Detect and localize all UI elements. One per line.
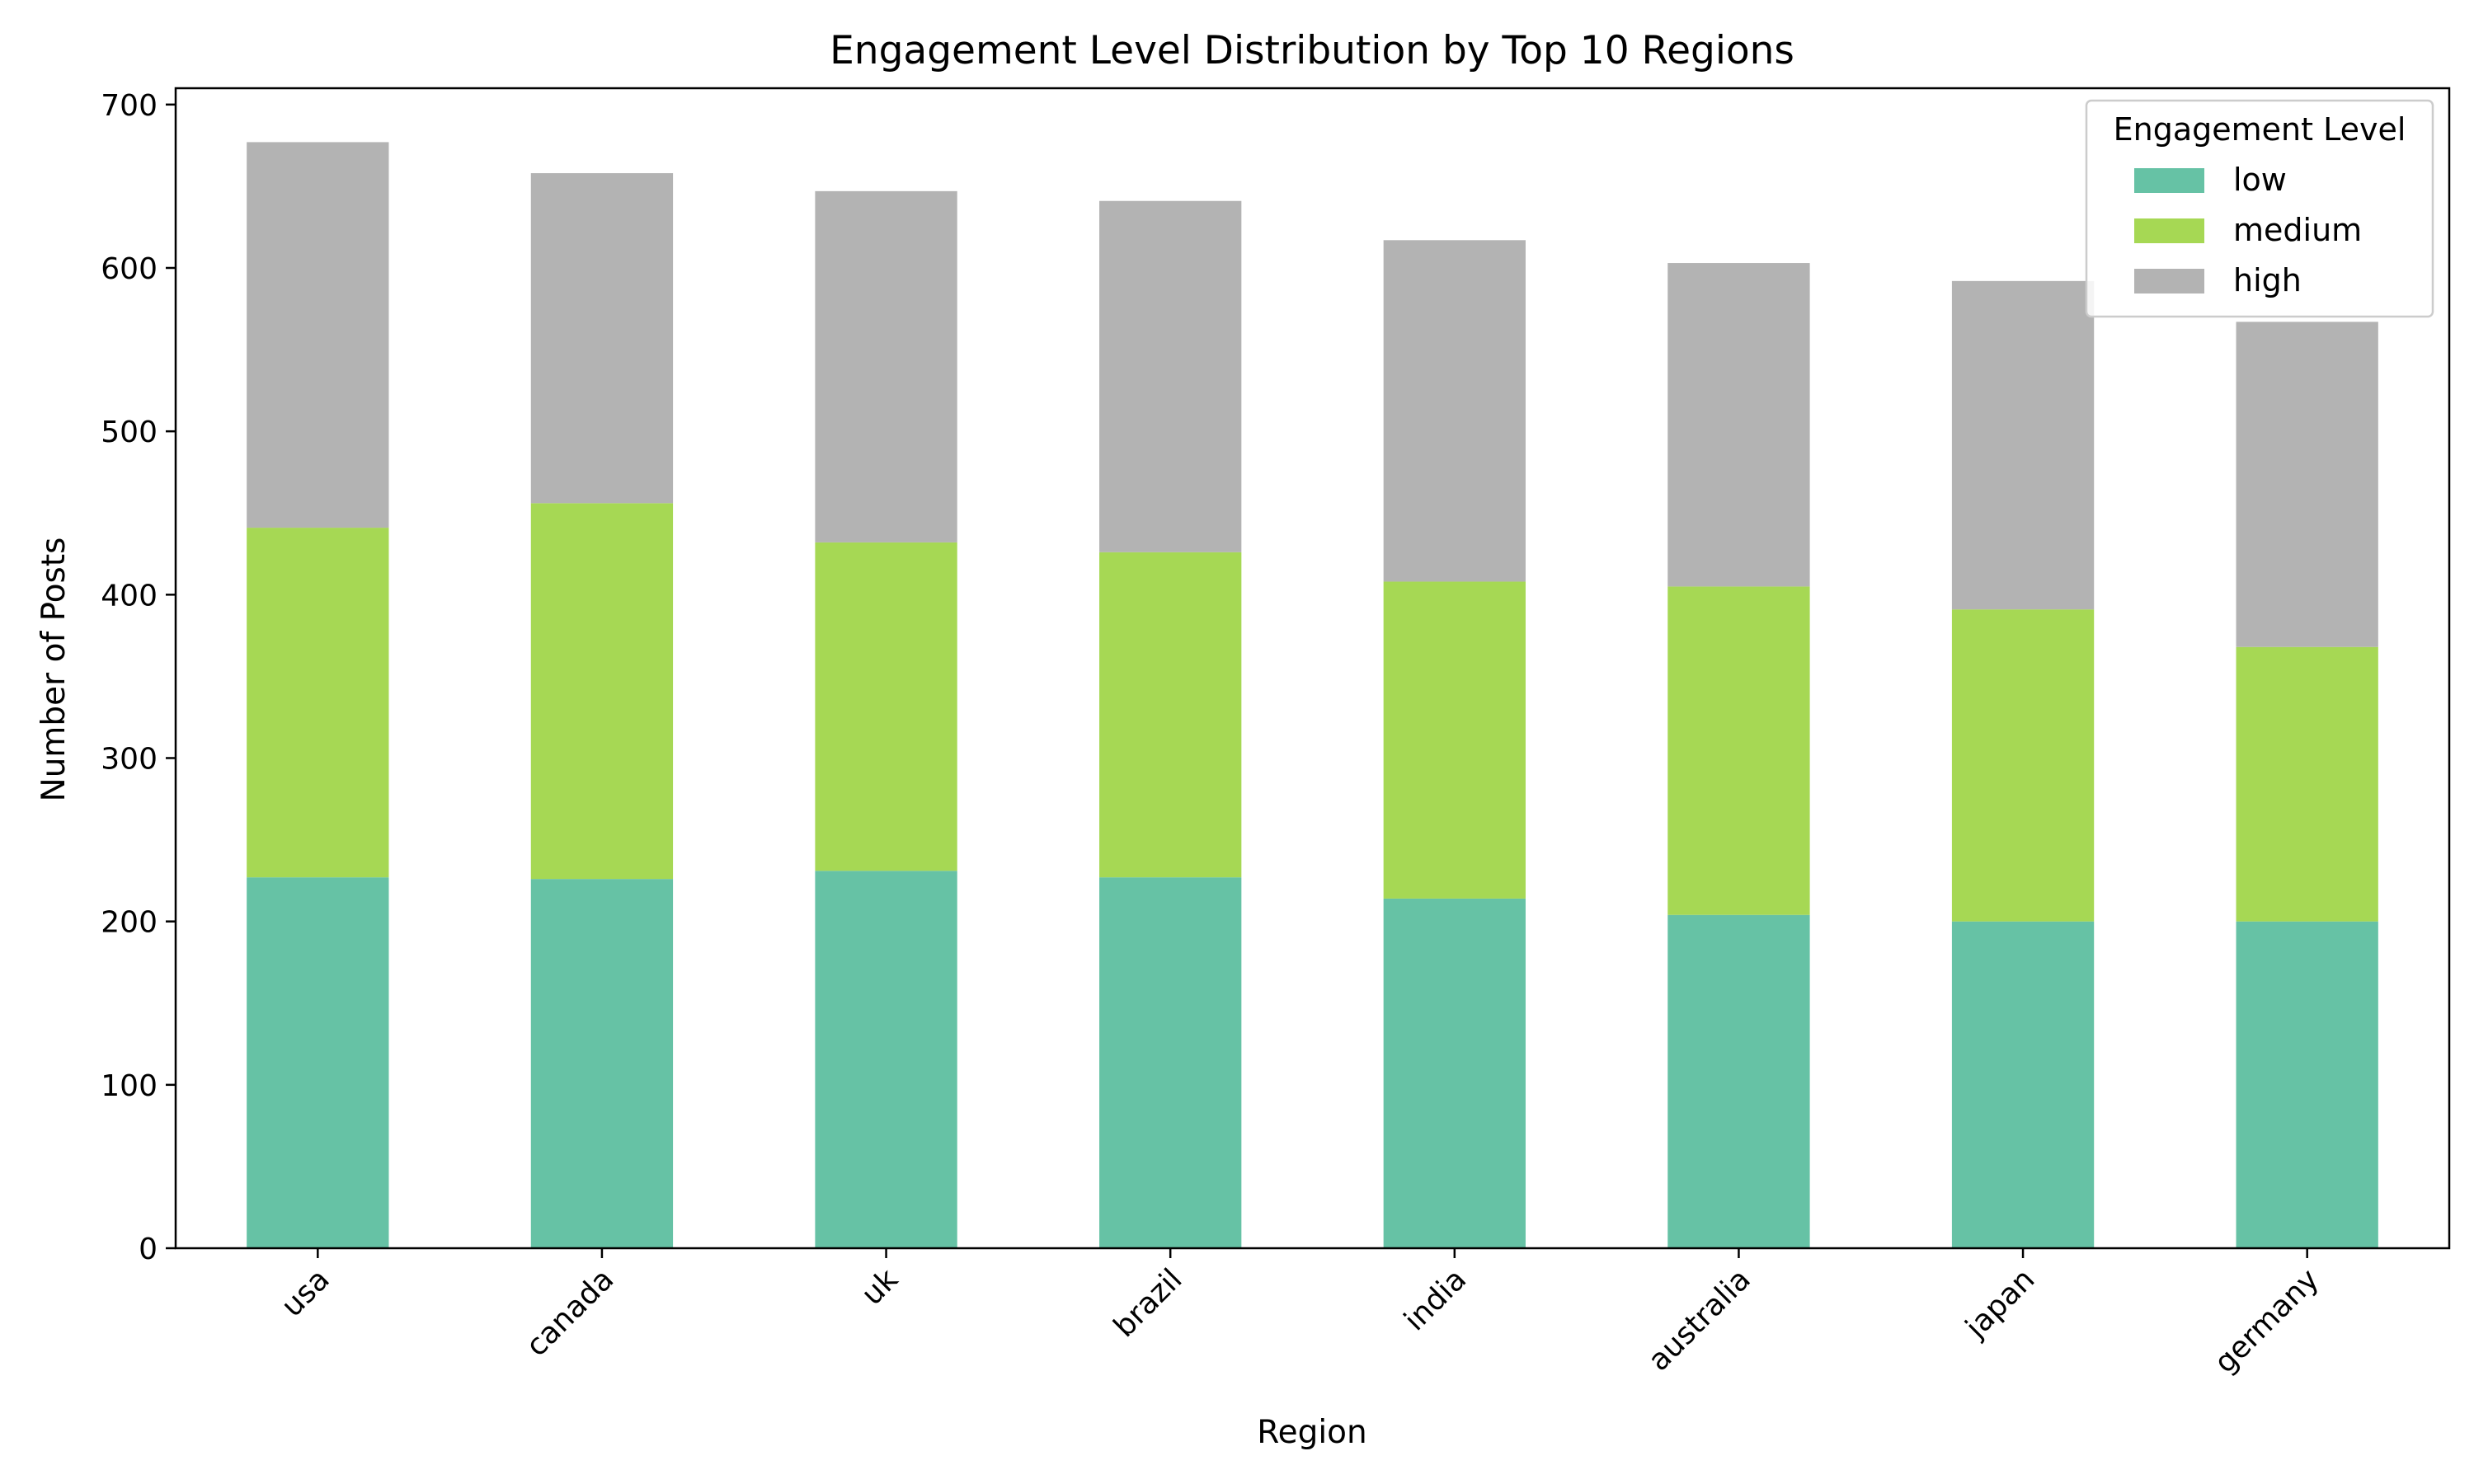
- bar-australia-high: [1667, 263, 1810, 587]
- bar-germany-high: [2236, 322, 2378, 647]
- legend-swatch-high: [2134, 269, 2204, 294]
- bar-germany-low: [2236, 921, 2378, 1248]
- bar-japan-low: [1951, 921, 2095, 1248]
- x-tick-label-australia: australia: [1642, 1262, 1757, 1378]
- legend-label-medium: medium: [2233, 212, 2362, 248]
- bar-india-medium: [1383, 581, 1526, 899]
- bar-australia-low: [1667, 914, 1810, 1248]
- y-tick-label: 300: [101, 742, 158, 776]
- legend: Engagement Level low medium high: [2085, 99, 2434, 318]
- plot-area: 0 100 200 300 400 500 600 700 usa canada uk brazil i…: [101, 87, 2451, 1380]
- chart-title: Engagement Level Distribution by Top 10 …: [830, 28, 1794, 73]
- x-tick-label-india: india: [1398, 1262, 1473, 1337]
- y-tick-label: 200: [101, 906, 158, 940]
- bar-japan-high: [1951, 280, 2095, 610]
- y-tick-label: 400: [101, 579, 158, 613]
- x-tick-label-germany: germany: [2208, 1262, 2326, 1379]
- bar-brazil-medium: [1099, 552, 1242, 878]
- bar-germany-medium: [2236, 646, 2378, 922]
- y-tick-label: 100: [101, 1069, 158, 1103]
- y-tick-label: 0: [139, 1233, 158, 1266]
- bar-usa-medium: [247, 528, 389, 878]
- bar-brazil-low: [1099, 877, 1242, 1248]
- bar-brazil-high: [1099, 200, 1242, 552]
- x-tick-label-japan: japan: [1959, 1262, 2041, 1345]
- bar-canada-low: [530, 879, 674, 1248]
- legend-box: [2085, 99, 2434, 318]
- axes-frame: [174, 87, 2451, 1250]
- bar-uk-low: [815, 871, 957, 1248]
- x-tick-label-usa: usa: [275, 1262, 336, 1323]
- bar-india-high: [1383, 240, 1526, 582]
- bar-usa-low: [247, 877, 389, 1248]
- bar-australia-medium: [1667, 586, 1810, 915]
- x-axis-label: Region: [1257, 1414, 1367, 1451]
- bar-usa-high: [247, 142, 389, 528]
- x-tick-label-brazil: brazil: [1108, 1262, 1189, 1344]
- y-tick-label: 700: [101, 89, 158, 123]
- y-axis-label: Number of Posts: [35, 538, 73, 802]
- y-tick-label: 500: [101, 416, 158, 449]
- legend-swatch-low: [2134, 168, 2204, 193]
- bar-uk-high: [815, 190, 957, 542]
- y-tick-label: 600: [101, 252, 158, 286]
- bar-japan-medium: [1951, 609, 2095, 922]
- x-tick-label-canada: canada: [520, 1262, 620, 1363]
- x-tick-label-uk: uk: [855, 1262, 905, 1312]
- legend-label-high: high: [2233, 262, 2302, 298]
- bar-india-low: [1383, 898, 1526, 1248]
- bar-canada-high: [530, 173, 674, 504]
- legend-title: Engagement Level: [2114, 111, 2406, 148]
- bar-uk-medium: [815, 542, 957, 871]
- legend-swatch-medium: [2134, 218, 2204, 243]
- bar-canada-medium: [530, 503, 674, 880]
- legend-label-low: low: [2233, 162, 2287, 198]
